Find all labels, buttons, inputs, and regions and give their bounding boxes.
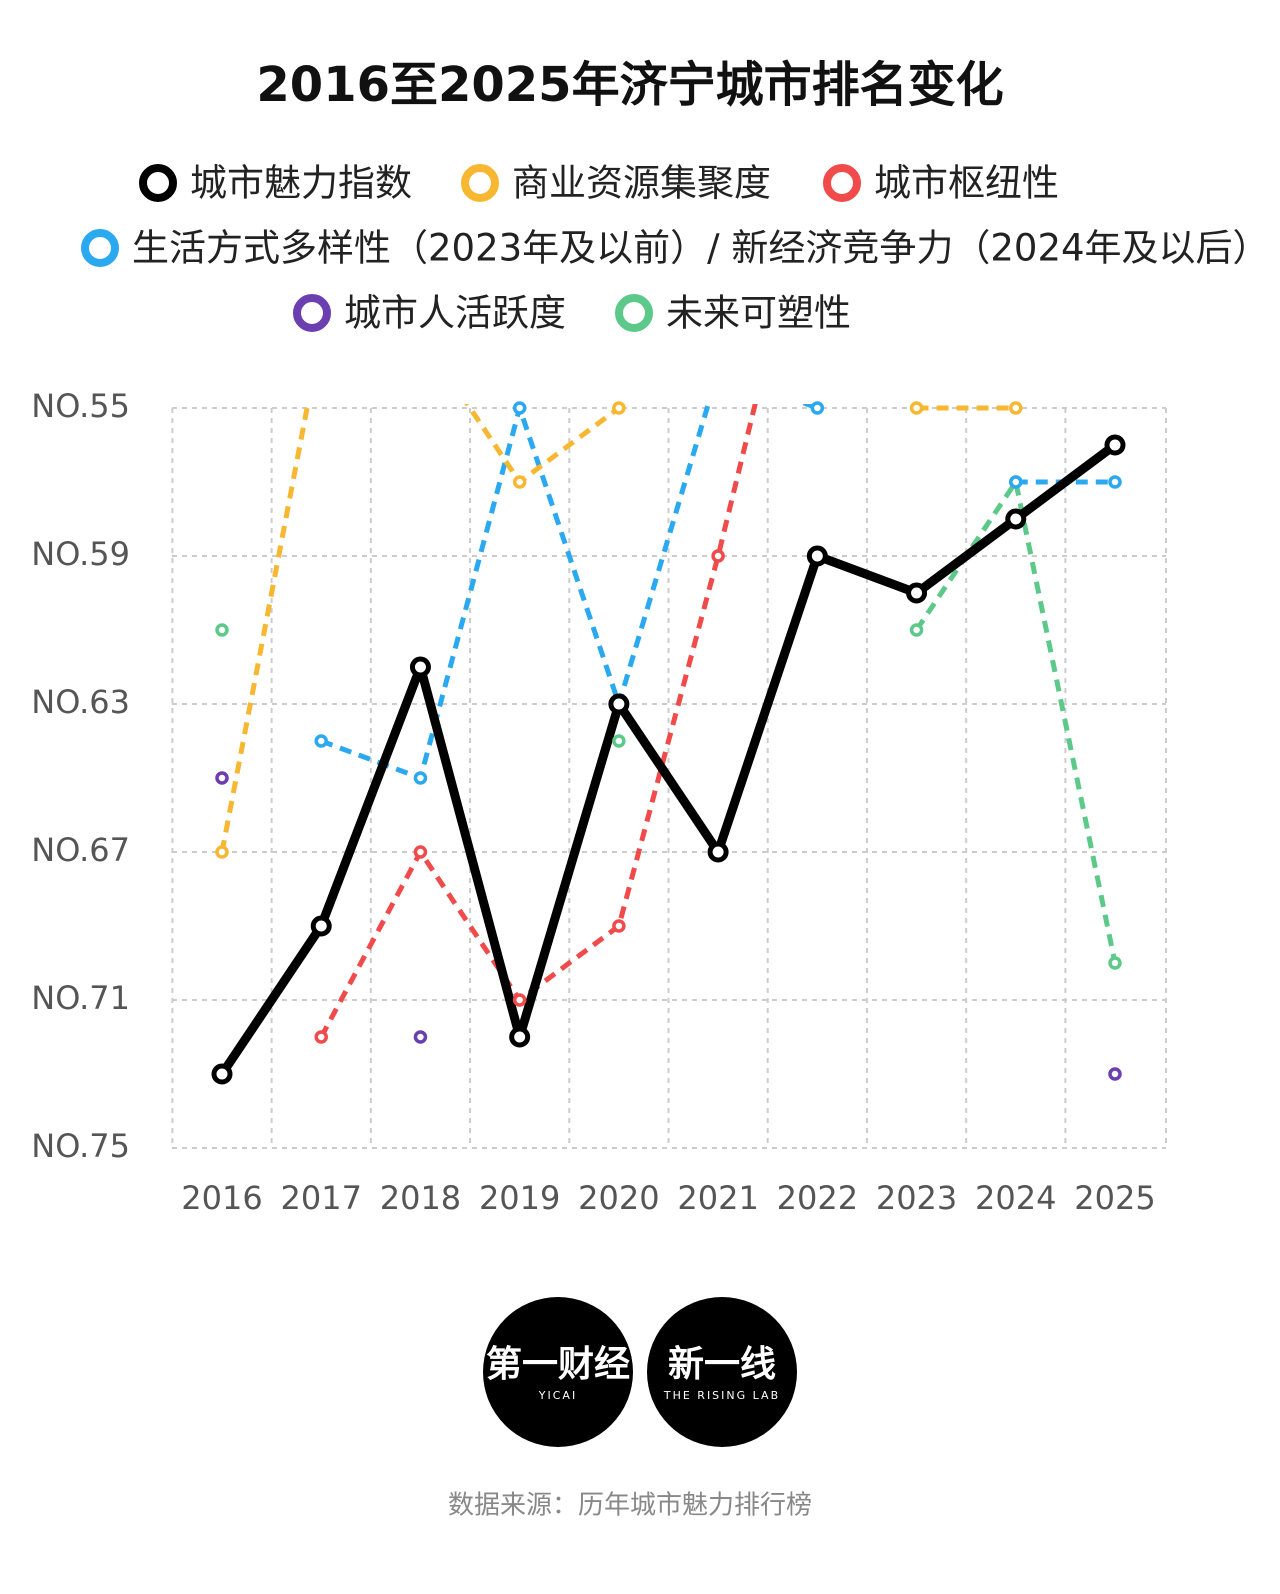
data-point xyxy=(512,401,527,415)
logo-badge xyxy=(647,1297,797,1447)
data-point xyxy=(314,734,328,748)
data-point xyxy=(1009,475,1023,489)
y-tick-label: NO.59 xyxy=(31,535,130,573)
data-point xyxy=(211,1063,233,1085)
legend-marker xyxy=(81,229,119,267)
data-point xyxy=(413,771,428,785)
legend-label: 城市人活跃度 xyxy=(344,292,566,335)
logo-subtext: YICAI xyxy=(538,1389,577,1402)
logo-subtext: THE RISING LAB xyxy=(663,1389,780,1402)
y-tick-label: NO.55 xyxy=(31,387,130,425)
data-point xyxy=(612,401,626,415)
plot xyxy=(218,404,1118,1077)
points xyxy=(211,401,1126,1085)
x-tick-label: 2019 xyxy=(479,1179,560,1217)
data-point xyxy=(909,623,924,637)
logo-text: 新一线 xyxy=(668,1344,776,1385)
x-tick-label: 2024 xyxy=(975,1179,1056,1217)
logo-badge xyxy=(483,1297,633,1447)
data-point xyxy=(215,845,229,859)
data-point xyxy=(215,623,229,637)
legend-label: 商业资源集聚度 xyxy=(512,162,771,205)
data-point xyxy=(906,582,928,604)
legend-marker xyxy=(615,294,653,332)
data-point xyxy=(512,475,527,489)
y-tick-label: NO.71 xyxy=(31,979,130,1017)
data-point xyxy=(1005,508,1027,530)
data-point xyxy=(711,549,725,563)
data-point xyxy=(509,1026,531,1048)
series-line xyxy=(218,441,1118,1077)
series-line xyxy=(914,479,1118,964)
data-point xyxy=(215,771,229,785)
grid: NO.55 NO.59 NO.63 NO.67 NO.71 NO.75 2016 2017 20… xyxy=(31,387,1167,1217)
data-point xyxy=(512,993,527,1007)
x-tick-label: 2016 xyxy=(181,1179,262,1217)
series-line xyxy=(219,404,1016,853)
legend-label: 生活方式多样性（2023年及以前）/ 新经济竞争力（2024年及以后） xyxy=(132,227,1270,270)
data-point xyxy=(909,401,924,415)
data-point xyxy=(409,656,431,678)
data-point xyxy=(413,1030,428,1044)
x-tick-label: 2020 xyxy=(578,1179,659,1217)
y-tick-label: NO.63 xyxy=(31,683,130,721)
legend-marker xyxy=(139,164,177,202)
data-point xyxy=(1009,401,1023,415)
data-point xyxy=(310,915,332,937)
data-point xyxy=(612,919,626,933)
data-point xyxy=(1104,434,1126,456)
data-point xyxy=(1108,1067,1122,1081)
data-point xyxy=(413,845,428,859)
x-tick-label: 2023 xyxy=(876,1179,957,1217)
data-point xyxy=(612,734,626,748)
legend-label: 未来可塑性 xyxy=(666,292,851,335)
x-tick-label: 2017 xyxy=(281,1179,362,1217)
legend-marker xyxy=(461,164,499,202)
data-point xyxy=(1108,956,1122,970)
source: 数据来源：历年城市魅力排行榜 xyxy=(448,1491,812,1521)
y-tick-label: NO.67 xyxy=(31,831,130,869)
series-line xyxy=(320,404,1115,781)
legend-label: 城市枢纽性 xyxy=(874,162,1059,205)
series-line xyxy=(319,404,758,1039)
data-point xyxy=(314,1030,328,1044)
data-point xyxy=(1108,475,1122,489)
data-point xyxy=(608,693,630,715)
x-tick-label: 2022 xyxy=(777,1179,858,1217)
data-point xyxy=(806,545,828,567)
x-tick-label: 2025 xyxy=(1074,1179,1155,1217)
x-tick-label: 2021 xyxy=(677,1179,758,1217)
chart-title: 2016至2025年济宁城市排名变化 xyxy=(256,57,1003,113)
data-point xyxy=(810,401,825,415)
x-tick-label: 2018 xyxy=(380,1179,461,1217)
legend-marker xyxy=(823,164,861,202)
legend-marker xyxy=(293,294,331,332)
data-point xyxy=(707,841,729,863)
logo-text: 第一财经 xyxy=(486,1344,630,1385)
y-tick-label: NO.75 xyxy=(31,1127,130,1165)
legend-label: 城市魅力指数 xyxy=(190,162,412,205)
